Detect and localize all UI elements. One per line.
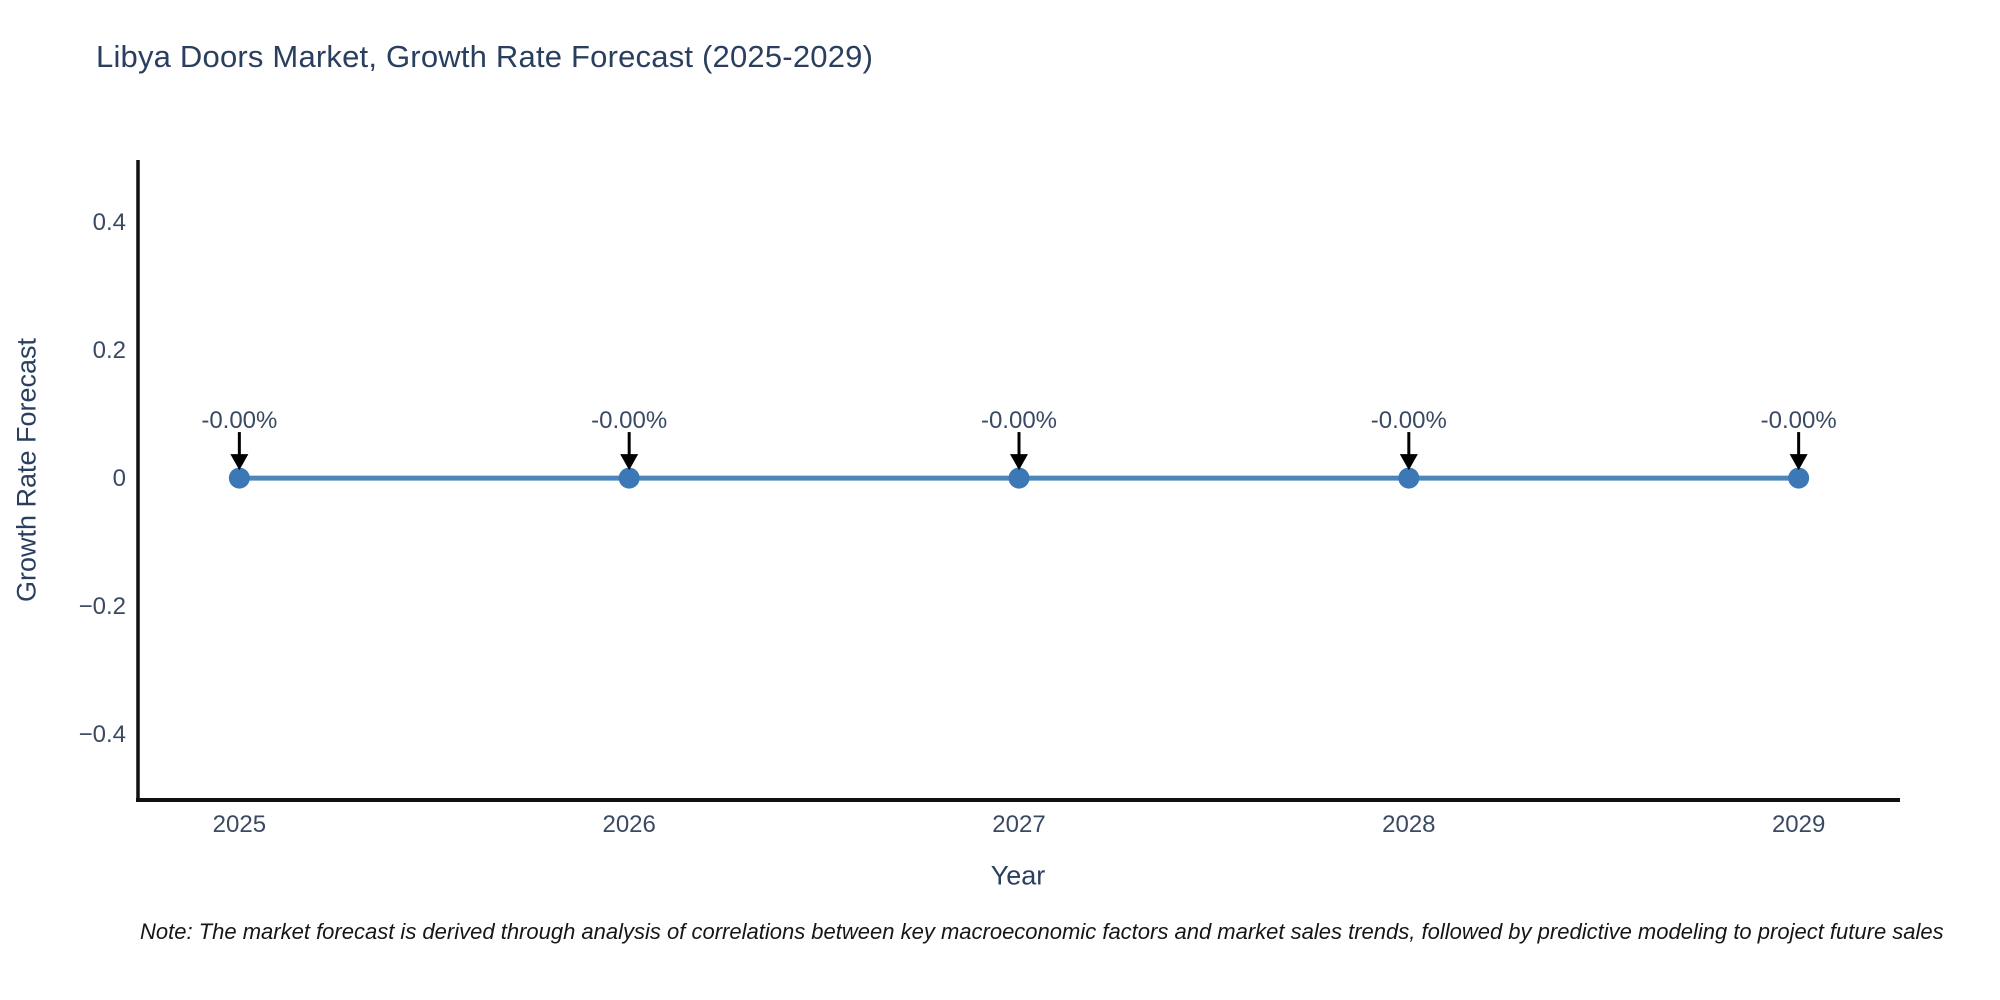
y-tick-label: 0 <box>113 465 126 492</box>
annotation-arrow-head <box>1789 454 1808 471</box>
annotation-label: -0.00% <box>1761 407 1837 434</box>
annotation-label: -0.00% <box>201 407 277 434</box>
y-tick-label: 0.2 <box>93 337 126 364</box>
annotation-label: -0.00% <box>1371 407 1447 434</box>
data-point <box>1008 467 1030 489</box>
x-tick-label: 2029 <box>1772 811 1825 838</box>
footnote: Note: The market forecast is derived thr… <box>140 919 1944 944</box>
annotation-arrow-head <box>1399 454 1418 471</box>
annotation-arrow-head <box>230 454 249 471</box>
x-tick-label: 2028 <box>1382 811 1435 838</box>
annotation-label: -0.00% <box>591 407 667 434</box>
x-tick-label: 2026 <box>602 811 655 838</box>
chart-title: Libya Doors Market, Growth Rate Forecast… <box>96 39 874 74</box>
y-tick-label: 0.4 <box>93 209 126 236</box>
data-point <box>228 467 250 489</box>
y-tick-label: −0.2 <box>79 593 126 620</box>
annotation-arrow-head <box>1010 454 1028 471</box>
x-tick-label: 2025 <box>213 811 266 838</box>
annotation-arrow-head <box>620 454 639 471</box>
x-axis-title: Year <box>990 860 1046 891</box>
data-point <box>618 467 640 489</box>
data-point <box>1788 467 1810 489</box>
x-tick-label: 2027 <box>992 811 1045 838</box>
annotation-label: -0.00% <box>981 407 1057 434</box>
data-point <box>1398 467 1420 489</box>
y-tick-label: −0.4 <box>79 721 126 748</box>
y-axis-title: Growth Rate Forecast <box>11 337 42 603</box>
